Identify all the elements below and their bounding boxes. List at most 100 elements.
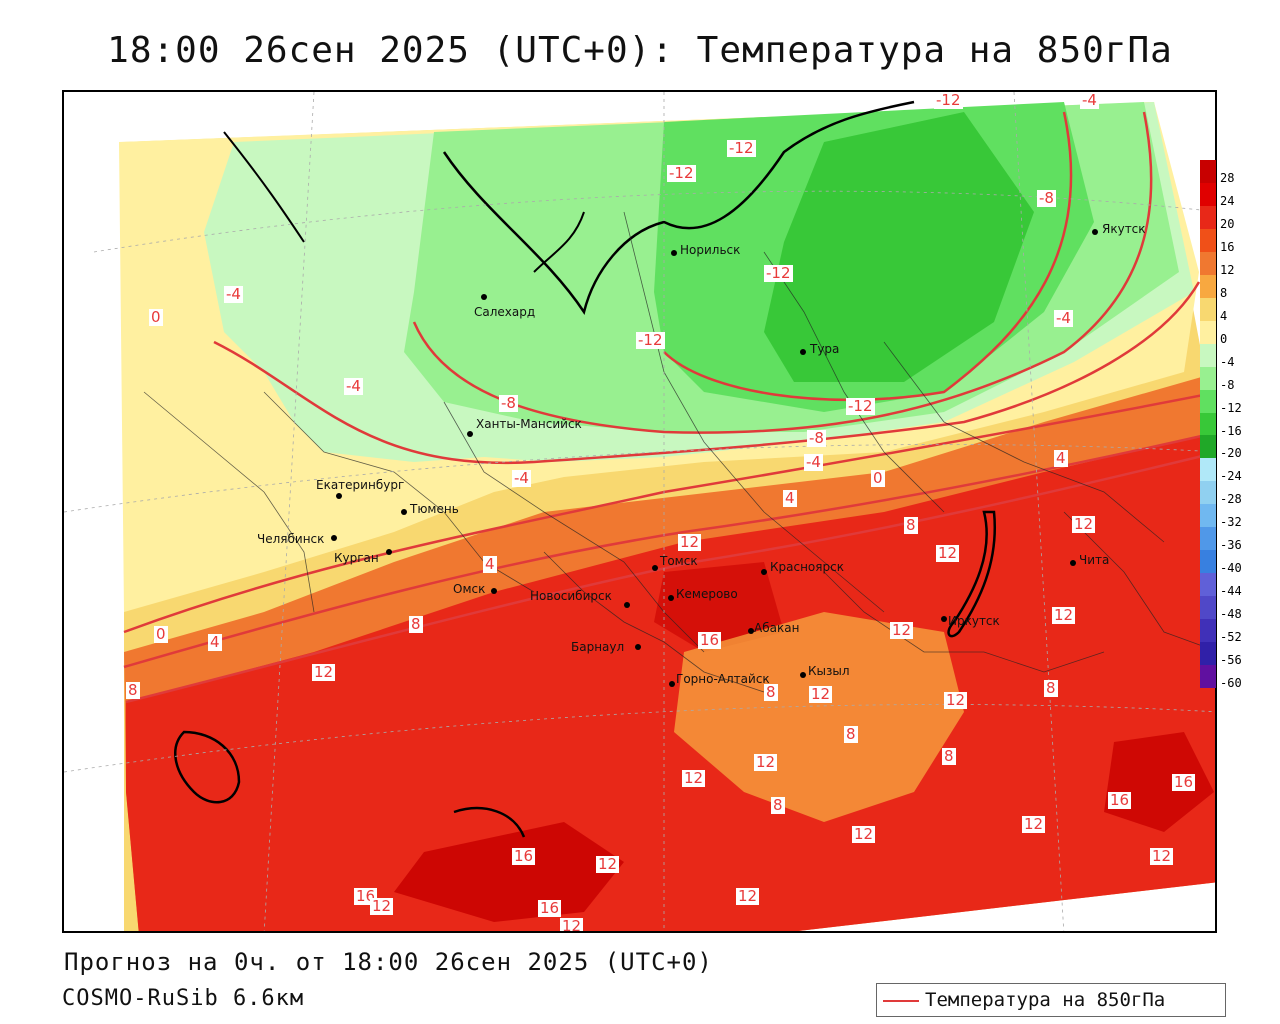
- isotherm-label: -8: [499, 394, 518, 412]
- colorbar-tick-label: -12: [1220, 400, 1242, 415]
- isotherm-label: -4: [1054, 309, 1073, 327]
- colorbar-segment: [1200, 481, 1216, 505]
- city-dot-abakan: [748, 628, 754, 634]
- colorbar-tick-label: -36: [1220, 538, 1242, 553]
- colorbar-tick-label: 0: [1220, 331, 1228, 346]
- colorbar-segment: [1200, 550, 1216, 574]
- city-abakan: Абакан: [754, 621, 800, 635]
- colorbar-tick-label: -24: [1220, 469, 1242, 484]
- city-dot-khanty-mansiysk: [467, 431, 473, 437]
- isotherm-label: 4: [1054, 449, 1068, 467]
- city-yakutsk: Якутск: [1102, 222, 1146, 236]
- model-name: COSMO-RuSib 6.6км: [62, 986, 305, 1011]
- map-panel[interactable]: Салехард Норильск Тура Якутск Ханты-Манс…: [62, 90, 1217, 933]
- legend-label: Температура на 850гПа: [925, 989, 1166, 1011]
- city-kemerovo: Кемерово: [676, 587, 738, 601]
- isotherm-label: 12: [1072, 515, 1096, 533]
- colorbar-tick-label: -16: [1220, 423, 1242, 438]
- city-dot-chelyabinsk: [331, 535, 337, 541]
- isotherm-minus4: [213, 281, 1201, 465]
- lake-balkhash: [453, 807, 526, 838]
- colorbar-tick-label: -52: [1220, 630, 1242, 645]
- city-dot-chita: [1070, 560, 1076, 566]
- isotherm-label: 12: [1022, 815, 1046, 833]
- isotherm-label: -4: [1080, 91, 1099, 109]
- colorbar-tick-label: 20: [1220, 216, 1235, 231]
- isotherm-label: 12: [890, 621, 914, 639]
- city-dot-krasnoyarsk: [761, 569, 767, 575]
- isotherm-label: -12: [846, 397, 875, 415]
- caspian-shore: [174, 730, 241, 804]
- city-kyzyl: Кызыл: [808, 664, 850, 678]
- city-kurgan: Курган: [334, 551, 379, 565]
- isotherm-label: 8: [844, 725, 858, 743]
- city-dot-kemerovo: [668, 595, 674, 601]
- isotherm-label: 0: [154, 625, 168, 643]
- isotherm-4: [123, 431, 1215, 669]
- colorbar-tick-label: -44: [1220, 584, 1242, 599]
- colorbar-segment: [1200, 228, 1216, 253]
- isotherm-label: 8: [126, 681, 140, 699]
- isotherm-label: 8: [409, 615, 423, 633]
- isotherm-label: 4: [483, 555, 497, 573]
- isotherm-label: 12: [678, 533, 702, 551]
- isotherm-label: -8: [1037, 189, 1056, 207]
- isotherm-label: -4: [224, 285, 243, 303]
- white-sea-coast: [223, 131, 305, 243]
- colorbar-tick-label: 16: [1220, 239, 1235, 254]
- isotherm-8: [125, 451, 1215, 704]
- colorbar-segment: [1200, 251, 1216, 276]
- isotherm-label: -4: [344, 377, 363, 395]
- colorbar-segment: [1200, 366, 1216, 391]
- colorbar-tick-label: -60: [1220, 676, 1242, 691]
- isotherm-label: 0: [871, 469, 885, 487]
- temperature-field-map: [64, 92, 1215, 931]
- colorbar-tick-label: 24: [1220, 193, 1235, 208]
- isotherm-label: 12: [936, 544, 960, 562]
- colorbar-tick-label: -28: [1220, 492, 1242, 507]
- city-dot-omsk: [491, 588, 497, 594]
- isotherm-label: 12: [1150, 847, 1174, 865]
- colorbar-segment: [1200, 435, 1216, 459]
- colorbar-segment: [1200, 182, 1216, 207]
- city-omsk: Омск: [453, 582, 486, 596]
- city-norilsk: Норильск: [680, 243, 741, 257]
- isotherm-label: -12: [764, 264, 793, 282]
- isotherm-label: 12: [944, 691, 968, 709]
- colorbar-segment: [1200, 573, 1216, 597]
- isotherm-label: 12: [312, 663, 336, 681]
- colorbar-segment: [1200, 596, 1216, 620]
- map-legend: Температура на 850гПа: [876, 983, 1226, 1017]
- isotherm-label: -8: [807, 429, 826, 447]
- city-dot-novosibirsk: [624, 602, 630, 608]
- zone-minus16: [764, 112, 1034, 382]
- colorbar-tick-label: -8: [1220, 377, 1235, 392]
- colorbar-tick-label: -56: [1220, 653, 1242, 668]
- city-dot-ekaterinburg: [336, 493, 342, 499]
- isotherm-label: 16: [1172, 773, 1196, 791]
- colorbar-tick-label: -32: [1220, 515, 1242, 530]
- city-khanty-mansiysk: Ханты-Мансийск: [476, 417, 582, 431]
- city-chita: Чита: [1079, 553, 1110, 567]
- isotherm-label: 0: [149, 308, 163, 326]
- city-irkutsk: Иркутск: [948, 614, 1000, 628]
- colorbar-tick-label: 4: [1220, 308, 1228, 323]
- city-krasnoyarsk: Красноярск: [770, 560, 844, 574]
- city-dot-tomsk: [652, 565, 658, 571]
- isotherm-label: 8: [904, 516, 918, 534]
- isotherm-label: -12: [667, 164, 696, 182]
- colorbar-segment: [1200, 458, 1216, 482]
- colorbar-segment: [1200, 619, 1216, 643]
- colorbar-segment: [1200, 205, 1216, 230]
- map-title: 18:00 26сен 2025 (UTC+0): Температура на…: [107, 30, 1173, 71]
- colorbar-segment: [1200, 504, 1216, 528]
- arctic-coastline: [442, 100, 915, 316]
- city-tomsk: Томск: [660, 554, 698, 568]
- isotherm-label: 8: [1044, 679, 1058, 697]
- isotherm-label: 12: [852, 825, 876, 843]
- isotherm-minus12: [663, 111, 1073, 402]
- ob-gulf: [533, 211, 585, 273]
- isotherm-label: 4: [783, 489, 797, 507]
- forecast-info: Прогноз на 0ч. от 18:00 26сен 2025 (UTC+…: [64, 948, 713, 976]
- isotherm-label: 12: [754, 753, 778, 771]
